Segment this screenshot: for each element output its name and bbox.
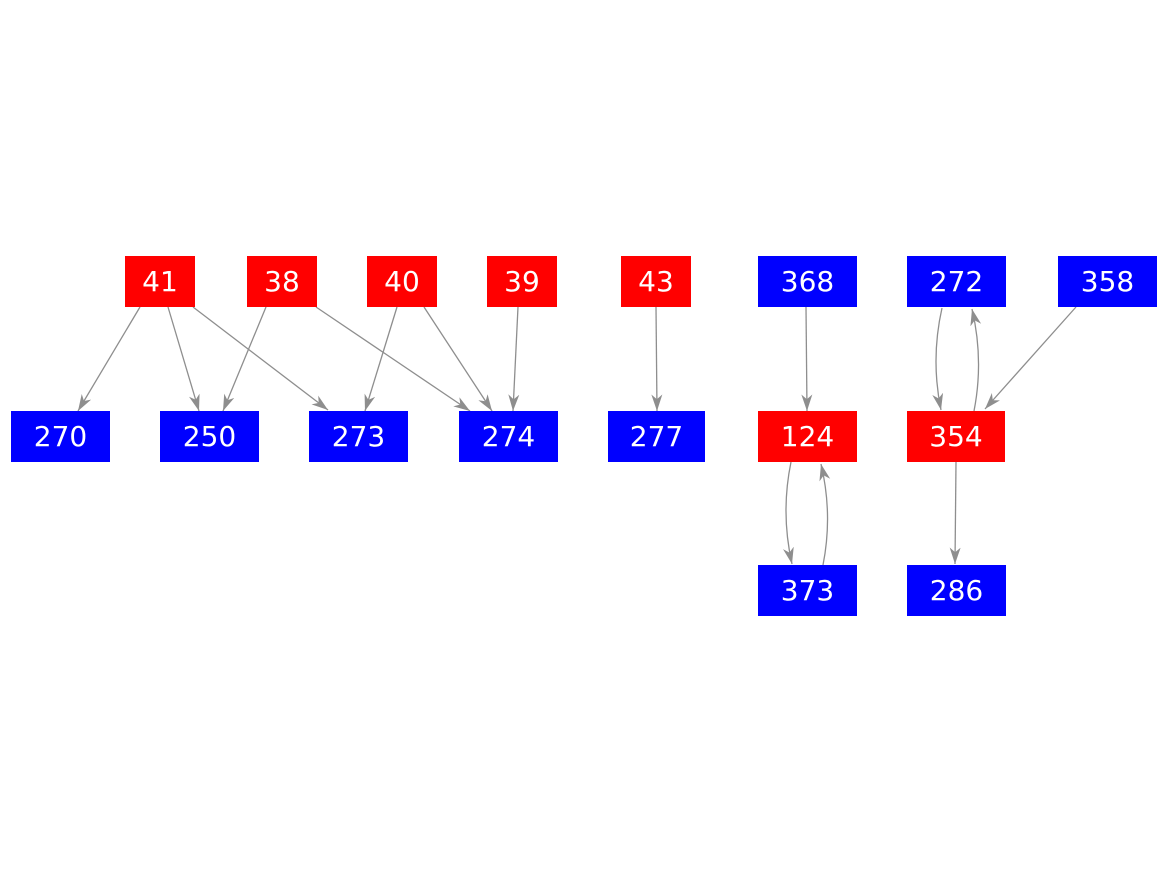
- node-368[interactable]: 368: [758, 256, 857, 307]
- node-40[interactable]: 40: [367, 256, 437, 307]
- node-274[interactable]: 274: [459, 411, 558, 462]
- node-250[interactable]: 250: [160, 411, 259, 462]
- node-277[interactable]: 277: [608, 411, 705, 462]
- node-358[interactable]: 358: [1058, 256, 1157, 307]
- node-373[interactable]: 373: [758, 565, 857, 616]
- node-41[interactable]: 41: [125, 256, 195, 307]
- node-272[interactable]: 272: [907, 256, 1006, 307]
- node-38[interactable]: 38: [247, 256, 317, 307]
- node-43[interactable]: 43: [621, 256, 691, 307]
- node-354[interactable]: 354: [907, 411, 1005, 462]
- node-273[interactable]: 273: [309, 411, 408, 462]
- node-124[interactable]: 124: [758, 411, 857, 462]
- node-39[interactable]: 39: [487, 256, 557, 307]
- node-286[interactable]: 286: [907, 565, 1006, 616]
- node-270[interactable]: 270: [11, 411, 110, 462]
